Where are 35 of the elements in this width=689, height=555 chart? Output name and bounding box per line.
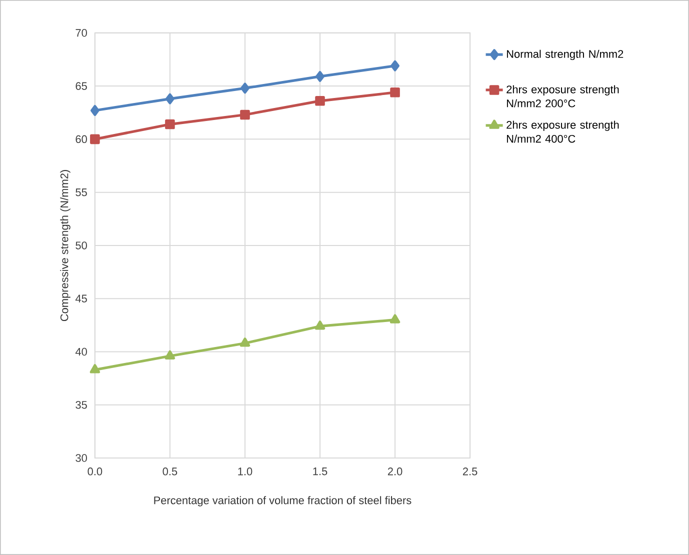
y-tick-label: 65 — [76, 82, 87, 90]
point — [240, 82, 250, 94]
point — [90, 105, 100, 116]
y-axis-title: Compressive strength (N/mm2) — [60, 170, 70, 322]
y-tick-label: 35 — [76, 401, 87, 409]
legend-label: 2hrs exposure strength N/mm2 400°C — [506, 120, 619, 143]
y-tick-label: 40 — [75, 348, 87, 356]
y-tick-label: 50 — [76, 242, 87, 250]
x-tick-label: 1.5 — [313, 468, 328, 476]
x-tick-label: 0.0 — [88, 468, 102, 476]
point — [316, 71, 324, 82]
legend-label: 2hrs exposure strength N/mm2 200°C — [506, 85, 619, 108]
point — [240, 110, 250, 120]
point — [165, 119, 175, 130]
point — [390, 314, 400, 324]
y-tick-label: 45 — [75, 294, 87, 302]
legend-label: Normal strength N/mm2 — [507, 50, 624, 60]
y-tick-label: 55 — [76, 188, 87, 196]
point — [314, 320, 326, 330]
x-tick-label: 0.5 — [162, 468, 178, 476]
point — [166, 93, 174, 104]
point — [164, 350, 176, 360]
y-tick-label: 70 — [76, 29, 87, 37]
point — [240, 338, 250, 347]
y-tick-label: 30 — [76, 454, 87, 462]
y-tick-label: 60 — [76, 135, 87, 144]
point — [315, 96, 325, 106]
x-tick-label: 2.5 — [462, 468, 478, 476]
x-tick-label: 2.0 — [388, 468, 402, 476]
x-axis-title: Percentage variation of volume fraction of steel fibers — [154, 496, 412, 506]
point — [90, 364, 100, 374]
point — [390, 60, 400, 72]
point — [90, 134, 100, 144]
point — [390, 88, 400, 98]
x-tick-label: 1.0 — [238, 468, 252, 476]
